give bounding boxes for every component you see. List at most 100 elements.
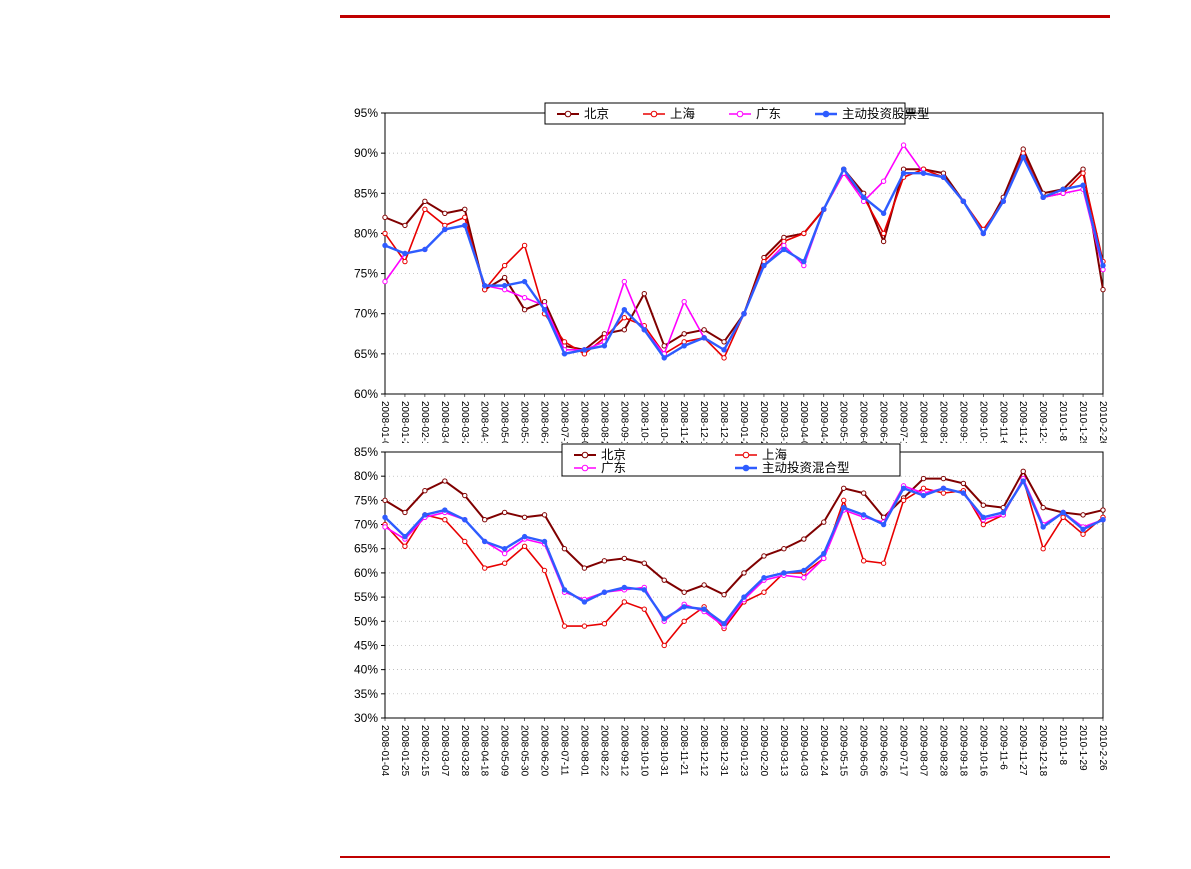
x-tick-label: 2009-10-16 [977, 401, 988, 453]
series-marker-3 [601, 343, 608, 349]
series-marker-3 [621, 584, 628, 591]
x-tick-label: 2009-11-27 [1017, 401, 1028, 452]
x-tick-label: 2008-03-07 [439, 401, 450, 453]
series-marker-1 [940, 490, 947, 496]
series-marker-2 [382, 278, 388, 285]
series-marker-1 [761, 589, 767, 595]
series-marker-3 [501, 282, 508, 289]
series-marker-1 [621, 315, 628, 321]
legend-box [561, 443, 901, 477]
series-marker-3 [661, 355, 667, 361]
series-line-1 [384, 476, 1104, 647]
x-tick-label: 2009-09-18 [957, 725, 968, 777]
series-marker-0 [402, 509, 408, 516]
series-marker-0 [701, 327, 707, 333]
series-marker-1 [482, 565, 488, 571]
x-tick-label: 2009-06-26 [878, 401, 889, 453]
legend-label: 北京 [584, 107, 609, 121]
x-tick-label: 2010-2-26 [1097, 401, 1108, 447]
x-tick-label: 2008-11-21 [678, 725, 689, 776]
series-marker-0 [482, 517, 488, 523]
series-marker-3 [1060, 186, 1066, 192]
y-tick-label: 75% [354, 493, 378, 507]
x-tick-label: 2009-02-20 [758, 401, 769, 453]
x-tick-label: 2009-10-16 [977, 725, 988, 777]
series-marker-3 [801, 258, 807, 265]
series-marker-3 [561, 587, 568, 593]
x-tick-label: 2009-02-20 [758, 725, 769, 777]
top-rule [340, 15, 1110, 18]
series-marker-3 [581, 347, 588, 353]
x-tick-label: 2008-09-12 [618, 401, 629, 453]
x-tick-label: 2009-12-18 [1037, 401, 1048, 453]
series-marker-3 [621, 307, 628, 313]
series-marker-0 [422, 487, 428, 494]
x-tick-label: 2008-07-11 [559, 401, 570, 452]
x-tick-label: 2008-04-18 [479, 725, 490, 777]
series-marker-1 [402, 258, 408, 265]
series-marker-1 [1040, 546, 1046, 552]
series-marker-1 [462, 214, 468, 221]
y-tick-label: 50% [354, 614, 378, 628]
legend-marker [742, 464, 750, 472]
series-line-0 [384, 469, 1104, 596]
series-marker-2 [900, 142, 907, 148]
series-line-1 [384, 151, 1104, 360]
series-marker-3 [521, 533, 528, 540]
x-tick-label: 2008-05-30 [519, 401, 530, 453]
x-tick-label: 2009-01-23 [738, 401, 749, 453]
series-marker-1 [621, 599, 628, 605]
legend-label: 北京 [601, 448, 626, 462]
x-tick-label: 2008-08-22 [598, 725, 609, 777]
series-marker-2 [621, 278, 628, 285]
series-marker-3 [900, 170, 907, 176]
x-tick-label: 2008-12-31 [718, 725, 729, 777]
series-marker-3 [1060, 509, 1066, 516]
series-marker-1 [920, 485, 927, 491]
series-marker-1 [601, 620, 608, 627]
series-marker-1 [541, 567, 548, 574]
x-tick-label: 2009-08-07 [918, 725, 929, 777]
x-tick-label: 2008-08-22 [598, 401, 609, 453]
series-marker-0 [521, 514, 528, 520]
x-tick-label: 2008-09-12 [618, 725, 629, 777]
legend-label: 广东 [601, 461, 626, 475]
series-marker-1 [801, 230, 807, 237]
series-marker-1 [521, 242, 528, 249]
series-marker-0 [641, 290, 647, 297]
series-line-3 [384, 154, 1105, 360]
series-marker-2 [801, 575, 807, 581]
series-marker-3 [841, 166, 847, 172]
x-tick-label: 2008-08-01 [578, 401, 589, 453]
series-marker-3 [1040, 194, 1046, 201]
x-tick-label: 2008-06-20 [539, 401, 550, 453]
series-marker-3 [641, 327, 647, 333]
plot-border [384, 112, 1104, 395]
x-tick-label: 2009-11-27 [1017, 725, 1028, 776]
series-marker-3 [761, 262, 767, 269]
y-tick-label: 65% [354, 347, 378, 361]
x-tick-label: 2009-04-03 [798, 725, 809, 777]
series-marker-3 [920, 170, 927, 176]
series-marker-3 [1000, 509, 1006, 516]
series-marker-1 [681, 618, 687, 624]
series-marker-3 [382, 242, 388, 249]
series-marker-0 [721, 339, 727, 345]
series-marker-3 [541, 307, 548, 313]
series-marker-0 [462, 492, 468, 499]
series-marker-3 [860, 512, 867, 518]
series-marker-0 [681, 331, 687, 337]
series-marker-0 [442, 478, 448, 484]
x-tick-label: 2009-04-03 [798, 401, 809, 453]
series-marker-0 [681, 589, 687, 595]
x-axis-labels: 2008-01-04 2008-01-25 2008-02-15 2008-03-07… [379, 401, 1108, 453]
series-marker-3 [701, 606, 707, 612]
x-tick-label: 2009-04-24 [818, 401, 829, 453]
legend-marker [581, 451, 589, 459]
series-marker-1 [382, 230, 388, 237]
fund-position-hybrid-chart: 30% 35% 40% 45% 50% 55% 60% 65% 70% 75% 80% 85% 2008… [354, 443, 1108, 777]
series-marker-3 [880, 521, 887, 528]
y-tick-label: 45% [354, 638, 378, 652]
series-marker-0 [1100, 507, 1106, 513]
x-tick-label: 2010-1-29 [1077, 725, 1088, 771]
